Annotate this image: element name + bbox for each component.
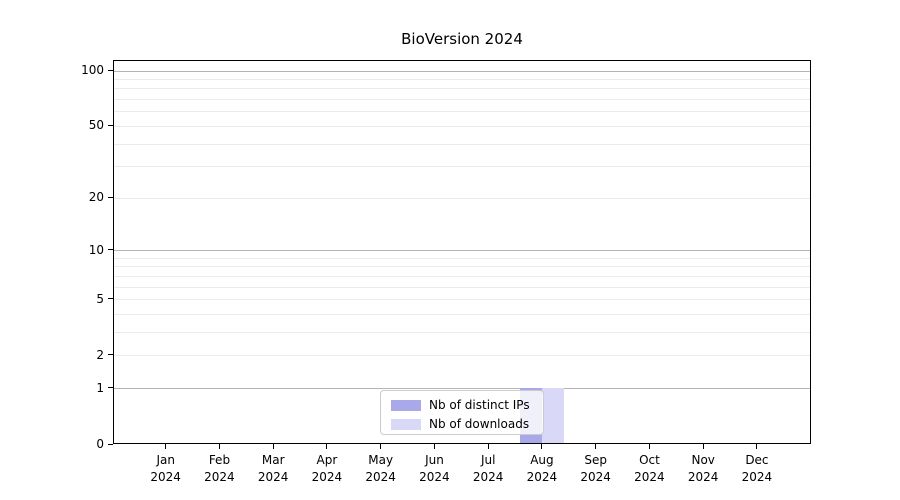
- x-tick-label: Mar 2024: [257, 453, 289, 484]
- x-tick-mark: [541, 444, 543, 449]
- legend-label: Nb of downloads: [429, 417, 530, 431]
- gridline-minor: [114, 166, 810, 168]
- y-tick-label: 5: [96, 291, 104, 306]
- gridline-minor: [114, 286, 810, 288]
- bar-downloads: [541, 387, 564, 443]
- y-tick-mark: [108, 354, 113, 356]
- gridline-major: [114, 250, 810, 252]
- x-tick-label: Dec 2024: [741, 453, 773, 484]
- x-tick-label: Jan 2024: [150, 453, 181, 484]
- gridline-minor: [114, 275, 810, 277]
- y-tick-mark: [108, 124, 113, 126]
- y-tick-label: 2: [96, 347, 104, 362]
- y-tick-label: 10: [88, 242, 104, 257]
- x-tick-mark: [648, 444, 650, 449]
- x-tick-mark: [487, 444, 489, 449]
- legend-row: Nb of distinct IPs: [391, 397, 543, 413]
- gridline-minor: [114, 197, 810, 199]
- x-tick-mark: [595, 444, 597, 449]
- x-tick-label: Feb 2024: [204, 453, 235, 484]
- y-tick-mark: [108, 69, 113, 71]
- x-tick-label: Sep 2024: [580, 453, 611, 484]
- gridline-minor: [114, 88, 810, 90]
- y-tick-mark: [108, 387, 113, 389]
- y-tick-label: 1: [96, 380, 104, 395]
- y-tick-label: 50: [88, 118, 104, 133]
- legend-swatch-downloads: [391, 418, 421, 430]
- legend-swatch-distinct-ips: [391, 399, 421, 411]
- plot-area: [113, 60, 811, 444]
- gridline-minor: [114, 143, 810, 145]
- gridline-minor: [114, 355, 810, 357]
- x-tick-label: Aug 2024: [526, 453, 558, 484]
- x-tick-mark: [165, 444, 167, 449]
- x-tick-label: Jun 2024: [419, 453, 450, 484]
- gridline-minor: [114, 299, 810, 301]
- y-tick-mark: [108, 443, 113, 445]
- gridline-minor: [114, 99, 810, 101]
- x-tick-label: Nov 2024: [687, 453, 719, 484]
- y-tick-mark: [108, 196, 113, 198]
- legend-label: Nb of distinct IPs: [429, 398, 530, 412]
- gridline-minor: [114, 257, 810, 259]
- gridline-minor: [114, 125, 810, 127]
- gridline-major: [114, 388, 810, 390]
- x-tick-label: Jul 2024: [472, 453, 504, 484]
- x-tick-mark: [326, 444, 328, 449]
- y-tick-label: 20: [88, 190, 104, 205]
- legend: Nb of distinct IPs Nb of downloads: [380, 390, 544, 435]
- x-tick-mark: [272, 444, 274, 449]
- y-tick-mark: [108, 249, 113, 251]
- gridline-minor: [114, 78, 810, 80]
- gridline-minor: [114, 332, 810, 334]
- x-tick-label: Oct 2024: [634, 453, 665, 484]
- y-tick-label: 0: [96, 437, 104, 451]
- x-tick-mark: [433, 444, 435, 449]
- x-tick-mark: [702, 444, 704, 449]
- gridline-major: [114, 70, 810, 72]
- x-tick-mark: [380, 444, 382, 449]
- x-tick-label: Apr 2024: [311, 453, 343, 484]
- x-tick-mark: [756, 444, 758, 449]
- gridline-minor: [114, 111, 810, 113]
- y-tick-label: 100: [81, 63, 104, 77]
- gridline-minor: [114, 314, 810, 316]
- gridline-minor: [114, 266, 810, 268]
- x-tick-mark: [218, 444, 220, 449]
- y-tick-mark: [108, 298, 113, 300]
- x-tick-label: May 2024: [365, 453, 396, 484]
- chart-title: BioVersion 2024: [401, 30, 523, 48]
- legend-row: Nb of downloads: [391, 416, 543, 432]
